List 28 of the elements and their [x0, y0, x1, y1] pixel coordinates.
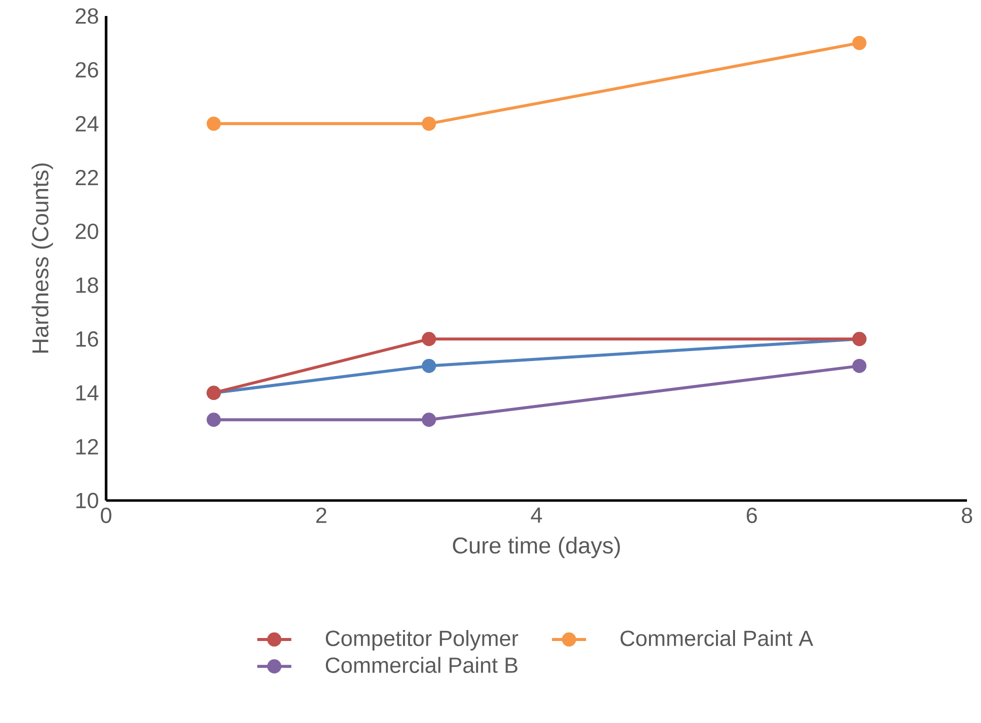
point	[422, 116, 436, 131]
y-axis-title: Hardness (Counts)	[32, 164, 53, 353]
y-tick-label: 10	[76, 492, 98, 508]
y-tick-label: 14	[76, 385, 98, 401]
y-tick-label: 24	[76, 116, 98, 132]
y-tick-label: 28	[76, 8, 98, 24]
y-tick-label: 20	[76, 224, 98, 240]
legend-label: Commercial Paint B	[326, 657, 518, 674]
y-tick-label: 22	[76, 170, 98, 186]
point	[422, 412, 436, 427]
x-tick-label: 0	[100, 508, 112, 524]
point	[206, 116, 221, 131]
y-tick-label: 26	[76, 62, 98, 78]
x-axis-title: Cure time (days)	[452, 536, 620, 558]
x-tick-label: 2	[316, 508, 326, 523]
x-tick-label: 6	[746, 508, 757, 524]
x-tick-label: 8	[962, 508, 972, 524]
point	[422, 332, 436, 346]
point	[206, 412, 221, 427]
y-tick-label: 18	[76, 278, 98, 294]
x-tick-label: 4	[530, 508, 542, 523]
y-tick-label: 12	[76, 439, 98, 454]
y-tick-label: 16	[76, 331, 98, 347]
point	[422, 358, 436, 374]
legend-label: Competitor Polymer	[326, 630, 518, 651]
legend-label: Commercial Paint A	[620, 630, 814, 646]
point	[852, 358, 866, 374]
point	[852, 36, 866, 50]
